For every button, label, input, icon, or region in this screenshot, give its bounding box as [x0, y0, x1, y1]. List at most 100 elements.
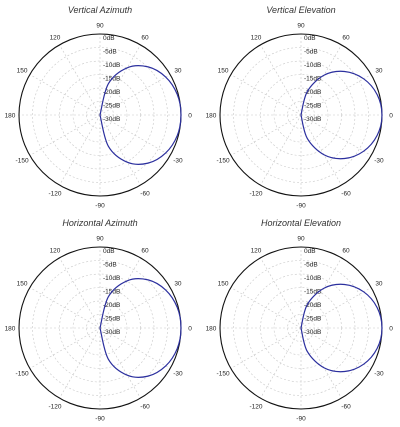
- db-ring: [233, 260, 369, 396]
- angle-label: 30: [174, 281, 182, 288]
- angle-label: 150: [17, 68, 28, 75]
- ring-label: -15dB: [304, 289, 321, 296]
- angle-label: 90: [297, 23, 305, 30]
- ring-label: -20dB: [103, 89, 120, 96]
- db-ring: [86, 101, 114, 129]
- ring-label: -25dB: [304, 316, 321, 323]
- spoke-line: [99, 44, 141, 116]
- angle-label: 60: [342, 35, 350, 42]
- db-ring: [246, 273, 356, 383]
- angle-label: 180: [5, 113, 16, 120]
- db-ring: [45, 60, 155, 170]
- panel-horizontal-elevation: Horizontal Elevation 0dB -5dB -10dB -15dB -2…: [206, 218, 394, 423]
- db-ring: [32, 47, 168, 183]
- angle-label: 0: [188, 326, 192, 333]
- db-ring: [273, 87, 329, 143]
- angle-label: -120: [249, 403, 262, 410]
- chart-title: Horizontal Azimuth: [62, 218, 137, 228]
- spoke-line: [99, 114, 141, 186]
- angle-label: 150: [17, 281, 28, 288]
- angle-label: 90: [96, 23, 104, 30]
- angle-label: 60: [141, 35, 149, 42]
- angle-label: 0: [389, 326, 393, 333]
- spoke-line: [99, 257, 141, 329]
- angle-label: 150: [218, 68, 229, 75]
- ring-label: -10dB: [304, 275, 321, 282]
- panel-vertical-elevation: Vertical Elevation 0dB -5dB -10dB -15dB -20d…: [206, 5, 394, 210]
- angle-label: 0: [188, 113, 192, 120]
- chart-title: Vertical Elevation: [266, 5, 335, 15]
- db-ring: [72, 300, 128, 356]
- ring-label: -5dB: [304, 49, 318, 56]
- angle-label: -30: [173, 371, 183, 378]
- angle-label: 30: [375, 68, 383, 75]
- ring-label: -10dB: [304, 62, 321, 69]
- db-ring: [287, 314, 315, 342]
- angle-label: -90: [95, 203, 105, 210]
- db-ring: [32, 260, 168, 396]
- db-ring: [59, 74, 141, 156]
- angle-label: 180: [206, 113, 217, 120]
- ring-label: 0dB: [304, 248, 316, 255]
- db-ring: [260, 74, 342, 156]
- angle-label: 90: [297, 236, 305, 243]
- angle-label: 60: [141, 248, 149, 255]
- angle-label: -60: [140, 403, 150, 410]
- ring-label: -25dB: [103, 316, 120, 323]
- angle-label: 120: [50, 248, 61, 255]
- angle-label: -150: [217, 371, 230, 378]
- angle-label: -90: [95, 416, 105, 423]
- ring-label: -20dB: [304, 89, 321, 96]
- spoke-line: [300, 327, 342, 399]
- ring-label: -25dB: [304, 103, 321, 110]
- angle-label: -90: [296, 416, 306, 423]
- ring-label: 0dB: [103, 35, 115, 42]
- angle-label: 30: [375, 281, 383, 288]
- db-ring: [287, 101, 315, 129]
- angle-label: 90: [96, 236, 104, 243]
- angle-label: 180: [206, 326, 217, 333]
- ring-label: -20dB: [304, 302, 321, 309]
- angle-label: -60: [341, 190, 351, 197]
- pattern-curve: [99, 65, 182, 165]
- pattern-curve: [99, 278, 182, 378]
- db-ring: [246, 60, 356, 170]
- angle-label: -120: [48, 403, 61, 410]
- panel-horizontal-azimuth: Horizontal Azimuth 0dB-5dB-10dB-15dB-20d…: [5, 218, 193, 423]
- ring-label: -30dB: [304, 329, 321, 336]
- angle-label: 60: [342, 248, 350, 255]
- spoke-line: [300, 114, 342, 186]
- angle-label: -150: [16, 158, 29, 165]
- angle-label: -120: [249, 190, 262, 197]
- angle-label: 180: [5, 326, 16, 333]
- ring-label: -15dB: [304, 76, 321, 83]
- ring-label: -30dB: [103, 329, 120, 336]
- angle-label: -30: [374, 371, 384, 378]
- angle-label: -60: [140, 190, 150, 197]
- ring-label: -20dB: [103, 302, 120, 309]
- spoke-line: [99, 327, 141, 399]
- angle-label: 0: [389, 113, 393, 120]
- panel-vertical-azimuth: Vertical Azimuth 0dB-5dB-10dB-15dB-20dB-…: [5, 5, 193, 210]
- angle-label: -90: [296, 203, 306, 210]
- pattern-curve: [300, 283, 383, 373]
- ring-label: -10dB: [103, 275, 120, 282]
- angle-label: 120: [251, 248, 262, 255]
- pattern-curve: [300, 70, 383, 160]
- db-ring: [273, 300, 329, 356]
- ring-label: -5dB: [103, 49, 117, 56]
- angle-label: -30: [374, 158, 384, 165]
- ring-label: 0dB: [304, 35, 316, 42]
- ring-label: -5dB: [103, 262, 117, 269]
- angle-label: -150: [217, 158, 230, 165]
- ring-label: -30dB: [103, 116, 120, 123]
- spoke-line: [300, 257, 342, 329]
- db-ring: [59, 287, 141, 369]
- ring-label: -10dB: [103, 62, 120, 69]
- chart-title: Vertical Azimuth: [68, 5, 132, 15]
- db-ring: [86, 314, 114, 342]
- angle-label: 150: [218, 281, 229, 288]
- chart-title: Horizontal Elevation: [261, 218, 341, 228]
- db-ring: [45, 273, 155, 383]
